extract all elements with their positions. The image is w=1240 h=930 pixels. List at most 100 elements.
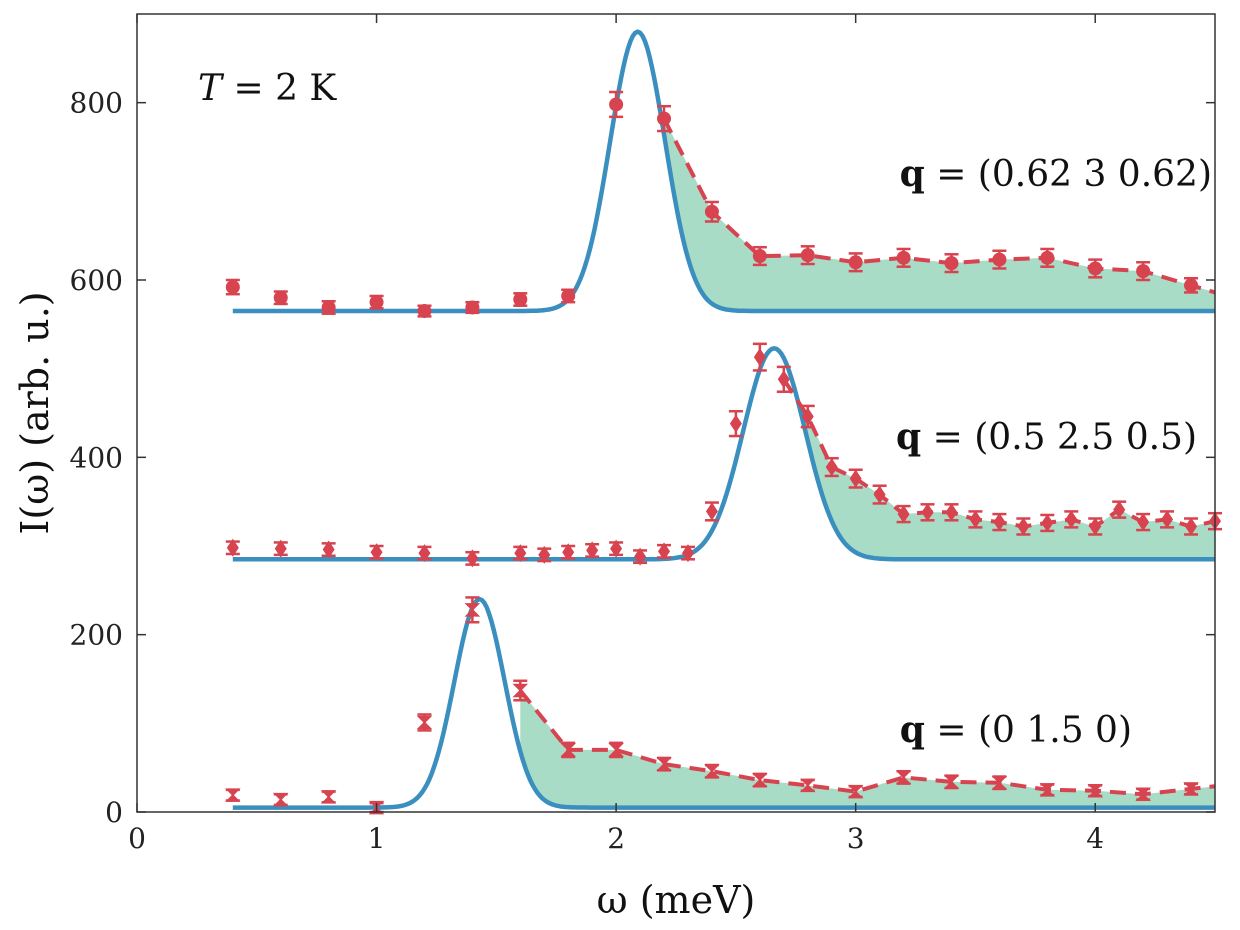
marker [921,503,934,522]
y-tick-label-4: 800 [70,87,123,120]
data-point-2-1 [272,792,289,807]
data-point-1-5 [465,549,480,568]
marker [704,204,719,219]
marker [777,370,790,389]
data-point-1-20 [848,468,863,489]
series-label-0-bold: q [900,153,925,195]
data-point-0-1 [273,290,288,306]
marker [895,770,912,785]
excess-fill-1 [783,358,1215,560]
marker [729,414,742,433]
data-point-0-0 [225,278,240,296]
marker [1039,783,1056,797]
marker [969,510,982,529]
data-point-2-0 [225,788,241,802]
data-point-0-8 [609,90,624,119]
data-point-1-0 [225,538,240,557]
data-point-1-2 [321,540,336,559]
marker [847,784,864,799]
data-point-0-15 [944,253,959,274]
data-point-2-13 [847,784,864,799]
data-point-2-5 [464,596,481,624]
marker [272,792,289,807]
marker [466,549,479,568]
marker [513,292,528,307]
marker [943,775,960,789]
data-point-1-23 [920,503,935,522]
marker [465,300,480,315]
marker [873,485,886,504]
temperature-var: T [198,68,225,109]
data-point-1-27 [1016,517,1031,536]
x-tick-label-3: 3 [847,822,865,855]
marker [1136,264,1151,279]
data-point-0-2 [321,300,336,315]
marker-layer [225,90,1222,815]
data-point-1-25 [968,510,983,529]
marker [752,773,768,787]
marker [274,539,287,558]
x-tick-label-1: 1 [368,822,386,855]
data-point-0-17 [1040,247,1055,268]
marker [464,603,481,617]
marker [681,544,694,563]
marker [417,304,432,319]
data-point-2-6 [512,679,529,702]
data-point-2-2 [320,790,337,804]
data-point-2-18 [1087,783,1104,798]
data-point-2-7 [560,741,577,759]
plot-frame [136,13,1216,813]
marker [1087,783,1104,798]
marker [1040,250,1055,265]
series-label-1-bold: q [896,416,921,458]
x-tick-label-2: 2 [607,822,625,855]
data-point-2-20 [1183,782,1199,796]
data-point-2-11 [752,772,768,788]
data-point-1-6 [513,544,528,563]
data-point-0-20 [1184,276,1199,294]
data-point-1-28 [1040,513,1055,533]
marker [1137,513,1150,532]
marker [416,715,433,730]
marker [370,543,383,562]
marker [848,255,863,270]
marker [705,502,718,521]
series-label-0: q = (0.62 3 0.62) [900,153,1212,195]
marker [944,256,959,271]
data-point-2-14 [895,769,912,785]
data-point-1-17 [776,365,791,393]
data-point-1-18 [800,404,815,429]
marker [801,407,814,426]
marker [993,513,1006,532]
data-point-1-8 [561,543,576,562]
label-layer: 0 1 2 3 4 0 200 400 600 800 [70,87,1105,855]
data-point-0-16 [992,249,1007,270]
temperature-value: = 2 K [222,68,337,109]
marker [226,538,239,557]
marker [369,295,384,310]
fit-curve-layer [232,29,1215,810]
series-label-2-bold: q [900,709,925,751]
fit-curve-1 [232,345,1215,562]
excess-fill-0 [664,118,1215,311]
data-point-0-9 [657,104,672,133]
data-point-2-8 [608,741,624,759]
marker [1184,278,1199,293]
x-tick-label-4: 4 [1086,822,1104,855]
marker [634,547,647,566]
marker [945,503,958,522]
data-point-0-4 [417,304,432,319]
marker [514,544,527,563]
marker [1183,782,1199,796]
data-point-1-4 [417,544,432,563]
data-point-0-18 [1088,258,1103,279]
series-label-1: q = (0.5 2.5 0.5) [896,416,1197,458]
marker [658,542,671,561]
series-label-1-rest: = (0.5 2.5 0.5) [921,417,1197,458]
marker [991,775,1008,790]
marker [800,248,815,263]
tick-layer [136,14,1215,813]
marker [322,540,335,559]
data-point-2-19 [1135,787,1151,802]
